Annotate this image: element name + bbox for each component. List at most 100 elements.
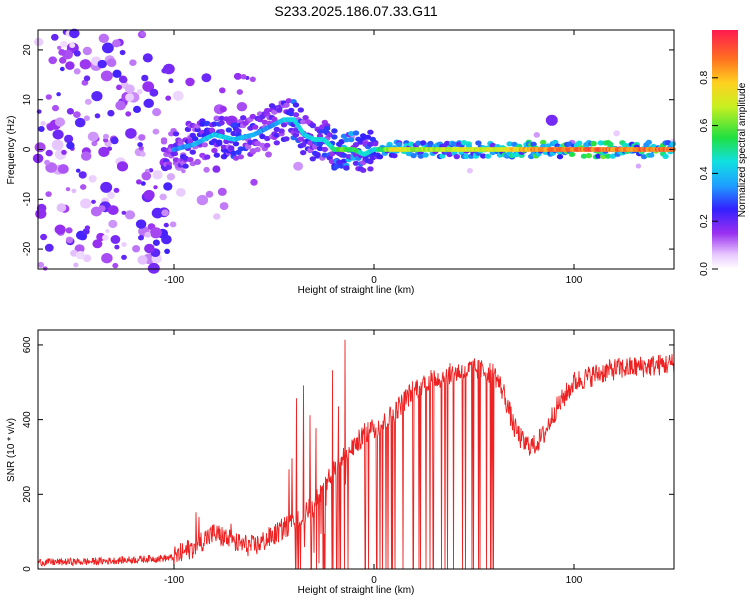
heatmap-cell — [106, 58, 117, 67]
heatmap-cell — [216, 139, 223, 145]
heatmap-cell — [328, 151, 336, 157]
heatmap-cell — [364, 134, 372, 140]
heatmap-cell — [360, 133, 367, 139]
heatmap-cell — [125, 128, 137, 139]
heatmap-cell — [97, 59, 107, 69]
heatmap-cell — [98, 205, 106, 212]
heatmap-cell — [164, 248, 171, 254]
heatmap-cell — [112, 69, 122, 79]
heatmap-cell — [316, 141, 324, 147]
heatmap-cell — [352, 142, 360, 148]
heatmap-cell — [74, 117, 86, 128]
heatmap-cell — [137, 142, 143, 148]
heatmap-cell — [293, 161, 303, 171]
heatmap-cell — [141, 171, 152, 181]
heatmap-cell — [391, 153, 398, 159]
heatmap-cell — [65, 187, 71, 192]
heatmap-cell — [133, 105, 141, 113]
heatmap-cell — [230, 130, 237, 137]
heatmap-cell — [343, 137, 350, 143]
heatmap-cell — [144, 243, 155, 254]
heatmap-cell — [240, 115, 247, 121]
heatmap-cell — [92, 239, 103, 249]
heatmap-cell — [177, 138, 184, 144]
heatmap-cell — [141, 74, 149, 82]
heatmap-cell — [116, 161, 129, 172]
heatmap-cell — [235, 128, 242, 134]
heatmap-cell — [249, 148, 256, 154]
heatmap-cell — [336, 150, 343, 157]
heatmap-cell — [250, 178, 258, 186]
heatmap-cell — [79, 59, 92, 70]
heatmap-cell — [662, 153, 669, 159]
heatmap-cell — [37, 261, 45, 268]
heatmap-cell — [271, 116, 278, 122]
heatmap-cell — [236, 89, 243, 95]
heatmap-cell — [138, 146, 144, 151]
heatmap-cell — [278, 128, 285, 134]
heatmap-cell — [165, 95, 172, 101]
heatmap-cell — [44, 243, 54, 252]
heatmap-cell — [98, 146, 110, 157]
heatmap-cell — [328, 158, 336, 165]
heatmap-cell — [83, 115, 90, 121]
heatmap-cell — [309, 156, 316, 162]
heatmap-cell — [113, 187, 120, 193]
heatmap-cell — [140, 151, 146, 157]
heatmap-cell — [116, 84, 122, 91]
heatmap-cell — [82, 254, 92, 263]
heatmap-cell — [58, 49, 66, 56]
heatmap-cell — [114, 244, 120, 250]
colorbar-tick-label: 0.4 — [699, 166, 710, 180]
heatmap-cell — [100, 70, 113, 82]
heatmap-cell — [87, 131, 99, 142]
heatmap-cell — [160, 137, 168, 143]
heatmap-cell — [201, 73, 212, 83]
heatmap-cell — [149, 88, 159, 97]
heatmap-cell — [530, 141, 537, 147]
heatmap-cell — [218, 115, 225, 121]
heatmap-cell — [367, 166, 374, 172]
heatmap-cell — [352, 160, 360, 166]
heatmap-cell — [230, 150, 237, 156]
heatmap-cell — [163, 182, 173, 191]
heatmap-y-ticks: -20 -10 0 10 20 — [22, 44, 674, 256]
snr-x-ticks: -100 0 100 — [164, 330, 583, 586]
heatmap-cell — [219, 87, 226, 94]
heatmap-cell — [119, 49, 126, 56]
heatmap-cell — [40, 121, 46, 126]
heatmap-cell — [81, 151, 92, 161]
heatmap-cell — [352, 130, 360, 136]
heatmap-cell — [609, 153, 616, 159]
heatmap-cell — [201, 142, 208, 148]
heatmap-cell — [604, 153, 612, 159]
heatmap-cell — [65, 61, 75, 70]
heatmap-cell — [52, 104, 59, 112]
heatmap-cell — [35, 208, 47, 219]
heatmap-cell — [159, 193, 167, 201]
heatmap-cell — [169, 221, 177, 228]
heatmap-cell — [219, 202, 229, 211]
heatmap-cell — [136, 179, 142, 185]
heatmap-cell — [203, 166, 210, 173]
heatmap-cell — [172, 131, 180, 137]
x-tick-label: 0 — [371, 275, 377, 286]
heatmap-cell — [297, 136, 304, 142]
heatmap-cell — [218, 120, 225, 126]
colorbar-ticks: 0.0 0.2 0.4 0.6 0.8 — [699, 70, 718, 276]
heatmap-x-ticks: -100 0 100 — [164, 30, 583, 286]
heatmap-cell — [102, 234, 109, 241]
heatmap-cell — [225, 127, 232, 133]
heatmap-cell — [415, 140, 422, 146]
heatmap-cell — [71, 188, 77, 194]
heatmap-cell — [264, 135, 271, 142]
heatmap-cell — [75, 168, 81, 173]
heatmap-cell — [664, 140, 672, 146]
y-tick-label: 10 — [22, 94, 33, 106]
heatmap-cell — [152, 128, 160, 135]
heatmap-cell — [189, 149, 196, 155]
heatmap-cell — [321, 146, 328, 152]
heatmap-cell — [110, 235, 121, 244]
heatmap-cell — [240, 74, 247, 80]
